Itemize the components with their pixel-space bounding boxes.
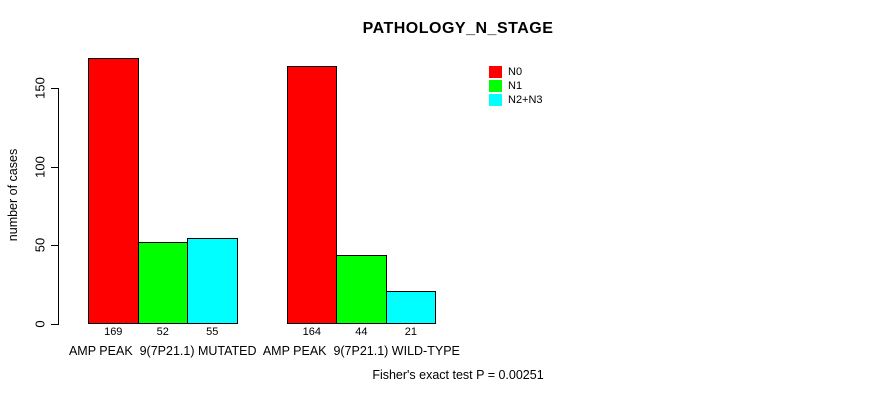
- bar-n1-group2: [336, 254, 387, 324]
- bar-count-label: 21: [404, 326, 417, 338]
- bar-count-label: 169: [104, 326, 123, 338]
- bar-n0-group2: [286, 66, 338, 324]
- bar-count-label: 44: [355, 326, 368, 338]
- legend: N0 N1 N2+N3: [489, 65, 543, 107]
- y-tick-mark: [51, 166, 58, 168]
- x-axis-group-label: AMP PEAK 9(7P21.1) MUTATED: [68, 344, 257, 358]
- bar-n0-group1: [88, 58, 139, 324]
- bar-n2+n3-group2: [385, 290, 437, 324]
- legend-item: N0: [489, 65, 543, 79]
- y-tick-label: 0: [32, 320, 48, 328]
- stats-footnote: Fisher's exact test P = 0.00251: [372, 368, 544, 382]
- legend-item: N1: [489, 79, 543, 93]
- legend-swatch: [489, 66, 502, 78]
- y-tick-mark: [51, 88, 58, 90]
- y-tick-label: 50: [32, 238, 48, 253]
- bar-n1-group1: [137, 242, 188, 324]
- y-tick-mark: [51, 324, 58, 325]
- y-tick-mark: [51, 245, 58, 247]
- legend-item: N2+N3: [489, 93, 543, 107]
- bar-count-label: 164: [302, 326, 322, 338]
- bar-count-label: 52: [156, 326, 169, 338]
- bar-n2+n3-group1: [187, 237, 238, 324]
- y-tick-label: 150: [32, 77, 48, 100]
- legend-swatch: [489, 94, 502, 106]
- legend-swatch: [489, 80, 502, 92]
- y-axis-label: number of cases: [6, 148, 20, 242]
- y-tick-label: 100: [32, 155, 48, 178]
- x-axis-group-label: AMP PEAK 9(7P21.1) WILD-TYPE: [262, 344, 460, 358]
- legend-label: N2+N3: [508, 94, 543, 106]
- bar-count-label: 55: [206, 326, 219, 338]
- legend-label: N0: [508, 66, 523, 78]
- legend-label: N1: [508, 80, 523, 92]
- y-axis: [58, 88, 59, 325]
- chart-title: PATHOLOGY_N_STAGE: [362, 20, 554, 37]
